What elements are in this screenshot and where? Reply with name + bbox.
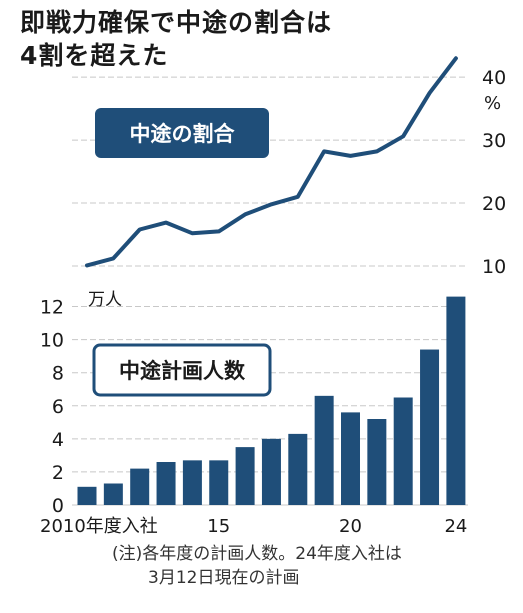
bar-chart-label-text: 中途計画人数 bbox=[119, 359, 246, 383]
bar bbox=[103, 483, 123, 505]
bar-chart-x-axis: 2010年度入社 15 20 24 bbox=[40, 516, 467, 537]
bar bbox=[341, 412, 360, 505]
bar bbox=[235, 447, 255, 505]
bar-y-tick-label: 6 bbox=[52, 396, 64, 418]
bar-y-tick-label: 10 bbox=[40, 330, 64, 352]
bar-chart-series bbox=[77, 296, 466, 505]
chart-title: 即戦力確保で中途の割合は 4割を超えた bbox=[20, 6, 332, 72]
bar-y-tick-label: 8 bbox=[52, 363, 64, 385]
bar bbox=[77, 486, 97, 505]
bar-x-tick-label: 2010年度入社 bbox=[40, 516, 158, 537]
bar-x-tick-label: 20 bbox=[339, 516, 362, 537]
bar-chart-unit-label: 万人 bbox=[88, 290, 122, 310]
bar bbox=[288, 433, 308, 505]
line-y-tick-label: 40 bbox=[482, 67, 506, 89]
line-chart-y-axis: 10 20 30 40 bbox=[482, 67, 506, 278]
bar bbox=[446, 296, 466, 505]
bar bbox=[130, 468, 150, 505]
line-y-tick-label: 20 bbox=[482, 193, 506, 215]
bar-chart-label-background bbox=[92, 343, 272, 397]
bar-x-tick-label: 15 bbox=[207, 516, 230, 537]
bar bbox=[393, 397, 413, 505]
bar-x-tick-label: 24 bbox=[444, 516, 467, 537]
bar-chart-label-box: 中途計画人数 bbox=[92, 343, 272, 397]
footnote-line-1: (注)各年度の計画人数。24年度入社は bbox=[112, 544, 402, 564]
footnote-line-2: 3月12日現在の計画 bbox=[148, 568, 300, 588]
bar bbox=[261, 438, 281, 505]
line-chart-label-box: 中途の割合 bbox=[95, 108, 269, 158]
bar bbox=[182, 460, 202, 505]
bar bbox=[209, 460, 229, 505]
bar bbox=[420, 349, 440, 505]
line-chart-label-background bbox=[95, 108, 269, 158]
title-line-1: 即戦力確保で中途の割合は bbox=[20, 8, 333, 37]
bar bbox=[314, 395, 334, 505]
line-y-tick-label: 30 bbox=[482, 130, 506, 152]
line-series-path bbox=[85, 56, 458, 268]
bar bbox=[367, 419, 387, 505]
bar-y-tick-label: 2 bbox=[52, 462, 64, 484]
footnote: (注)各年度の計画人数。24年度入社は 3月12日現在の計画 bbox=[112, 542, 402, 590]
bar-y-tick-label: 4 bbox=[52, 429, 64, 451]
bar-chart-y-axis: 0 2 4 6 8 10 12 bbox=[40, 297, 64, 517]
bar-y-tick-label: 12 bbox=[40, 297, 64, 319]
line-chart-unit-label: % bbox=[484, 93, 501, 114]
line-chart-series bbox=[85, 56, 458, 268]
title-line-2: 4割を超えた bbox=[20, 41, 169, 70]
line-chart-gridlines bbox=[72, 76, 468, 267]
line-y-tick-label: 10 bbox=[482, 256, 506, 278]
bar bbox=[156, 462, 176, 505]
line-chart-label-text: 中途の割合 bbox=[130, 122, 236, 146]
bar-y-tick-label: 0 bbox=[52, 495, 64, 517]
